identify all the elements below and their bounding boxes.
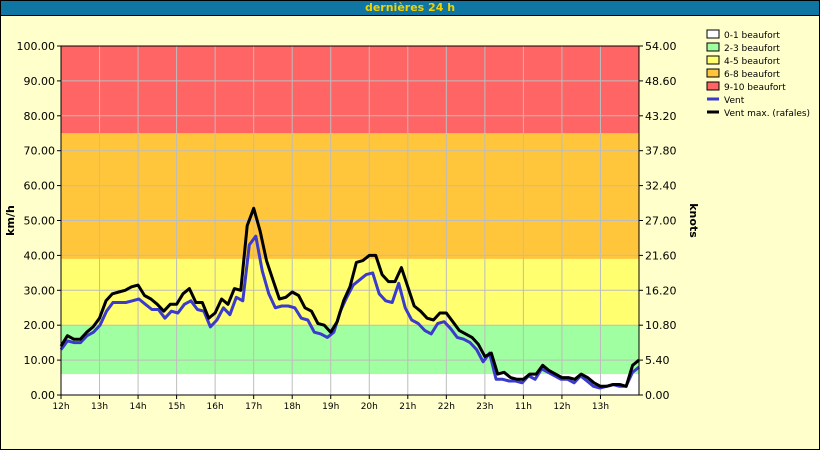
x-tick-label: 19h [322,402,339,412]
band-2-3-beaufort [61,325,639,375]
x-tick-label: 15h [168,402,185,412]
y-tick-label-left: 70.00 [24,145,56,158]
y-tick-label-right: 48.60 [645,75,677,88]
y-tick-label-right: 10.80 [645,319,677,332]
y-tick-label-right: 16.20 [645,284,677,297]
x-tick-label: 14h [129,402,146,412]
legend-label: 4-5 beaufort [724,57,780,67]
legend-swatch [706,55,720,65]
x-tick-label: 13h [592,402,609,412]
x-tick-label: 16h [207,402,224,412]
x-tick-label: 18h [284,402,301,412]
legend-label: 6-8 beaufort [724,70,780,80]
x-tick-label: 12h [52,402,69,412]
series-line-vent [59,234,640,390]
x-tick-label: 17h [245,402,262,412]
x-tick-label: 23h [476,402,493,412]
y-tick-label-right: 43.20 [645,110,677,123]
y-axis-label-right: knots [687,203,700,238]
y-tick-label-left: 0.00 [31,389,56,402]
band-9-10-beaufort [61,46,639,134]
x-tick-label: 21h [399,402,416,412]
y-tick-label-left: 100.00 [17,40,56,53]
y-tick-label-left: 50.00 [24,215,56,228]
legend-label: 9-10 beaufort [724,83,786,93]
x-tick-label: 22h [438,402,455,412]
legend-label: 2-3 beaufort [724,44,780,54]
y-tick-label-right: 5.40 [645,354,670,367]
y-tick-label-left: 80.00 [24,110,56,123]
legend-swatch [706,42,720,52]
y-tick-label-right: 21.60 [645,249,677,262]
y-tick-label-left: 90.00 [24,75,56,88]
chart-title: dernières 24 h [1,1,819,16]
legend-swatch [706,29,720,39]
y-tick-label-left: 30.00 [24,284,56,297]
y-axis-label-left: km/h [4,205,17,236]
y-tick-label-left: 20.00 [24,319,56,332]
legend-swatch [706,68,720,78]
band-0-1-beaufort [61,374,639,395]
y-tick-label-right: 0.00 [645,389,670,402]
wind-chart: 0.00 10.00 20.00 30.00 40.00 50.00 60.00 70.00 8… [4,29,810,412]
y-tick-label-left: 60.00 [24,180,56,193]
y-tick-label-left: 40.00 [24,249,56,262]
x-tick-label: 12h [553,402,570,412]
series-line-rafales [59,206,640,388]
band-6-8-beaufort [61,133,639,259]
legend-label: Vent max. (rafales) [724,109,810,119]
y-tick-label-right: 37.80 [645,145,677,158]
legend-label: Vent [724,96,745,106]
legend-swatch [706,81,720,91]
y-tick-label-right: 27.00 [645,215,677,228]
y-tick-label-right: 54.00 [645,40,677,53]
x-tick-label: 20h [361,402,378,412]
y-tick-label-right: 32.40 [645,180,677,193]
x-tick-label: 11h [515,402,532,412]
y-tick-label-left: 10.00 [24,354,56,367]
legend-label: 0-1 beaufort [724,31,780,41]
x-tick-label: 13h [91,402,108,412]
